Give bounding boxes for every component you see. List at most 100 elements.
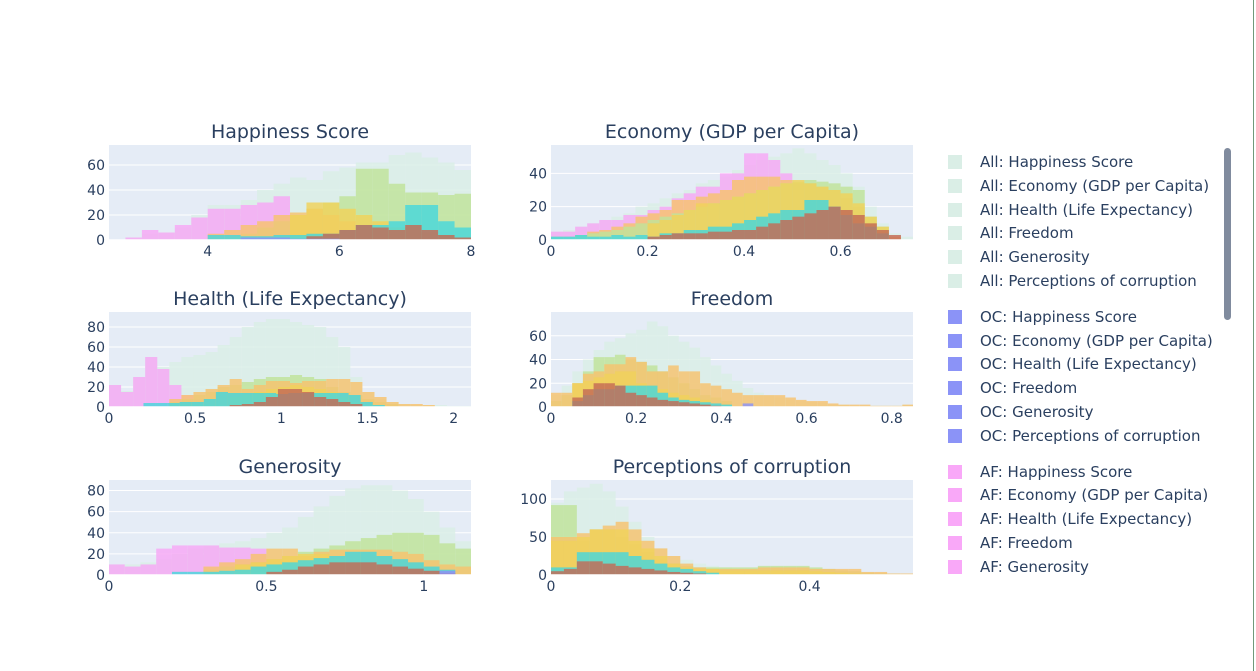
histogram-bar [265, 397, 278, 407]
histogram-bar [282, 569, 298, 575]
histogram-bar [203, 566, 220, 575]
histogram-bar [290, 389, 303, 407]
histogram-bar [273, 215, 290, 240]
histogram-bar [593, 383, 605, 407]
histogram-bar [721, 404, 732, 407]
legend-item[interactable]: OC: Perceptions of corruption [940, 425, 1200, 447]
legend-item[interactable]: All: Economy (GDP per Capita) [940, 175, 1209, 197]
legend-item[interactable]: AF: Economy (GDP per Capita) [940, 484, 1208, 506]
histogram-bar [563, 568, 577, 575]
histogram-bar [322, 233, 340, 240]
window-edge [1253, 0, 1254, 671]
histogram-bar [795, 399, 807, 407]
histogram-bar [641, 568, 655, 575]
legend-item[interactable]: AF: Happiness Score [940, 461, 1132, 483]
histogram-bar [181, 357, 194, 407]
legend-swatch [948, 381, 962, 396]
histogram-bar [587, 233, 600, 240]
legend-item[interactable]: OC: Freedom [940, 377, 1077, 399]
y-tick-label: 0 [538, 233, 547, 249]
legend-item[interactable]: AF: Health (Life Expectancy) [940, 508, 1192, 530]
histogram-bar [792, 216, 805, 240]
legend-item[interactable]: All: Health (Life Expectancy) [940, 199, 1193, 221]
histogram-bar [338, 402, 351, 407]
histogram-bar [732, 570, 745, 575]
histogram-bar [719, 231, 732, 240]
subplot-2: Economy (GDP per Capita) 0 20 40 0 0.2 0.4 0.6 [529, 121, 913, 260]
histogram-bar [576, 561, 590, 575]
histogram-bar [783, 570, 797, 575]
histogram-bar [386, 402, 399, 407]
histogram-bar [721, 389, 732, 407]
histogram-bar [763, 395, 775, 407]
histogram-bar [732, 392, 743, 407]
histogram-bar [693, 573, 707, 575]
histogram-bar [203, 399, 216, 407]
legend-swatch [948, 202, 962, 217]
y-tick-label: 20 [529, 200, 547, 216]
histogram-bar [143, 403, 156, 407]
histogram-bar [848, 568, 862, 575]
legend-item[interactable]: AF: Generosity [940, 556, 1089, 578]
legend-item[interactable]: All: Freedom [940, 222, 1074, 244]
histogram-bar [257, 237, 274, 240]
histogram-bar [355, 225, 373, 240]
x-tick-label: 0.2 [669, 579, 691, 595]
histogram-bar [753, 395, 764, 407]
legend-label: AF: Happiness Score [980, 462, 1133, 481]
histogram-bar [171, 545, 188, 575]
histogram-bar [124, 566, 141, 575]
histogram-bar [611, 235, 624, 240]
histogram-bar [848, 573, 862, 575]
histogram-bar [277, 389, 290, 407]
histogram-bar [900, 236, 913, 240]
histogram-bar [314, 397, 327, 407]
legend-item[interactable]: AF: Freedom [940, 532, 1073, 554]
y-tick-label: 20 [87, 380, 105, 396]
histogram-bar [657, 326, 669, 407]
histogram-bar [434, 405, 447, 407]
histogram-bar [350, 404, 363, 407]
x-tick-label: 0 [547, 579, 556, 595]
histogram-bar [671, 233, 684, 240]
histogram-bar [683, 233, 696, 240]
histogram-bar [145, 357, 158, 407]
legend-scrollbar[interactable] [1224, 148, 1231, 320]
histogram-bar [599, 236, 612, 240]
histogram-bar [744, 570, 758, 575]
histogram-bar [392, 566, 409, 575]
legend-item[interactable]: OC: Generosity [940, 401, 1093, 423]
histogram-bar [398, 404, 411, 407]
y-tick-label: 40 [87, 526, 105, 542]
legend-item[interactable]: All: Perceptions of corruption [940, 270, 1197, 292]
y-tick-label: 20 [87, 208, 105, 224]
legend-item[interactable]: OC: Happiness Score [940, 306, 1137, 328]
histogram-bar [158, 232, 175, 240]
legend-item[interactable]: OC: Health (Life Expectancy) [940, 353, 1197, 375]
histogram-bar [604, 383, 615, 407]
x-tick-label: 8 [467, 244, 476, 260]
histogram-bar [191, 402, 204, 407]
x-tick-label: 1.5 [356, 411, 378, 427]
histogram-bar [376, 564, 393, 575]
legend-item[interactable]: All: Generosity [940, 246, 1090, 268]
legend-item[interactable]: All: Happiness Score [940, 151, 1133, 173]
legend-item[interactable]: OC: Economy (GDP per Capita) [940, 330, 1213, 352]
x-tick-label: 0 [547, 244, 556, 260]
subplot-title: Perceptions of corruption [613, 456, 852, 478]
histogram-bar [234, 569, 251, 575]
histogram-bar [207, 235, 225, 240]
histogram-bar [668, 365, 679, 407]
legend[interactable]: All: Happiness Score All: Economy (GDP pe… [940, 148, 1230, 578]
histogram-bar [680, 568, 694, 575]
histogram-bar [405, 225, 422, 240]
legend-swatch [948, 155, 962, 169]
histogram-bar [700, 357, 711, 407]
histogram-bar [306, 202, 323, 240]
y-tick-label: 0 [96, 568, 105, 584]
histogram-bar [678, 402, 690, 407]
histogram-bar [408, 568, 424, 575]
histogram-bar [861, 571, 875, 575]
histogram-bar [551, 236, 564, 240]
legend-swatch [948, 333, 962, 348]
